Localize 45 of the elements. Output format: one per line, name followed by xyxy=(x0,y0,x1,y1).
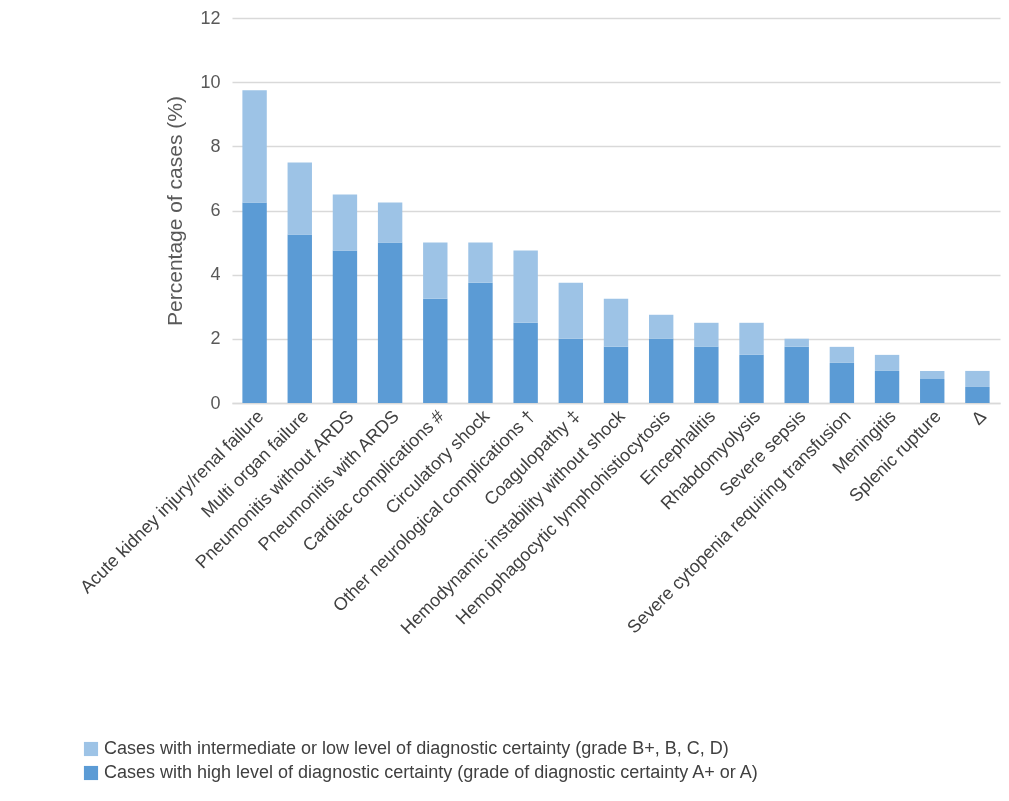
bar xyxy=(242,202,267,403)
bar xyxy=(287,162,312,235)
bar xyxy=(513,322,538,403)
bar xyxy=(920,370,945,379)
bar xyxy=(423,242,448,299)
bar xyxy=(648,338,674,403)
y-tick-label: 10 xyxy=(200,71,221,92)
bar xyxy=(332,250,358,403)
y-tick-label: 0 xyxy=(210,392,221,413)
bar xyxy=(784,338,809,347)
bar xyxy=(242,90,267,203)
bar xyxy=(829,346,855,363)
bar xyxy=(558,282,584,339)
bar xyxy=(829,362,855,403)
bar xyxy=(965,370,990,387)
legend-label: Cases with high level of diagnostic certainty (grade of diagnostic certainty A+ or A) xyxy=(104,762,758,782)
bar xyxy=(694,322,719,347)
legend-label: Cases with intermediate or low level of diagnostic certainty (grade B+, B, C, D) xyxy=(104,738,729,758)
y-axis-title: Percentage of cases (%) xyxy=(163,96,187,326)
bar xyxy=(784,346,809,403)
bar xyxy=(377,242,403,403)
bar xyxy=(332,194,358,251)
bar xyxy=(648,314,674,339)
bar xyxy=(468,242,493,283)
bar xyxy=(694,346,719,403)
bar xyxy=(558,338,584,403)
x-tick-label: Δ xyxy=(967,406,991,429)
bar xyxy=(603,346,629,403)
y-tick-label: 2 xyxy=(210,328,221,349)
bar xyxy=(739,322,764,355)
y-tick-label: 4 xyxy=(210,264,221,285)
y-tick-label: 12 xyxy=(200,7,221,28)
y-tick-label: 8 xyxy=(210,135,221,156)
bar xyxy=(377,202,403,243)
bar xyxy=(874,354,900,371)
bar xyxy=(287,234,312,403)
bar xyxy=(920,378,945,403)
y-tick-label: 6 xyxy=(210,200,221,220)
bar xyxy=(603,298,629,347)
bar xyxy=(965,386,990,403)
bar xyxy=(423,298,448,403)
bar xyxy=(468,282,493,403)
bar xyxy=(739,354,764,403)
bar xyxy=(513,250,538,323)
bar xyxy=(874,370,900,403)
